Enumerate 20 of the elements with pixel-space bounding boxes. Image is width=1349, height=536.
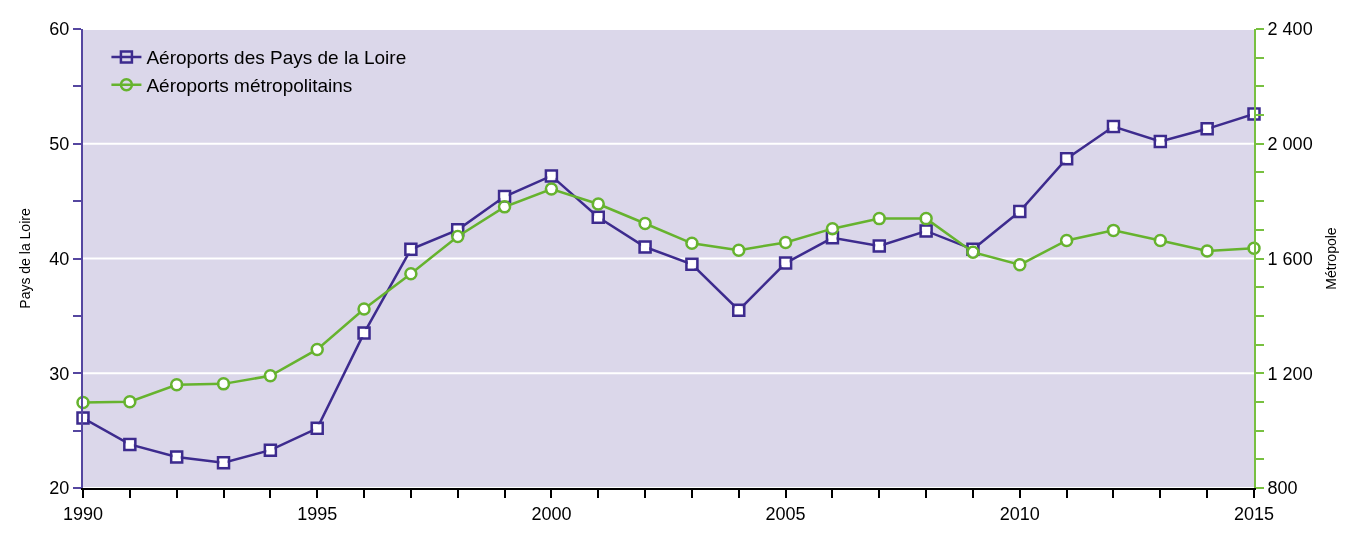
y2-axis-title: Métropole xyxy=(1323,227,1340,290)
y2-tick-label: 1 200 xyxy=(1267,363,1313,384)
y2-tick-label: 800 xyxy=(1267,478,1298,499)
y2-tick-label: 2 000 xyxy=(1267,134,1313,155)
x-tick-label: 2015 xyxy=(1233,503,1275,524)
y-tick-label: 40 xyxy=(49,248,70,269)
y2-tick-label: 2 400 xyxy=(1267,19,1313,40)
x-tick-label: 2005 xyxy=(765,503,806,524)
x-tick-label: 1990 xyxy=(62,503,104,524)
x-tick-label: 2010 xyxy=(999,503,1040,524)
legend-label: Aéroports métropolitains xyxy=(146,75,353,97)
y-tick-label: 50 xyxy=(49,134,70,155)
x-tick-label: 2000 xyxy=(531,503,572,524)
y-tick-label: 30 xyxy=(49,363,70,384)
y-tick-label: 60 xyxy=(49,19,70,40)
legend-label: Aéroports des Pays de la Loire xyxy=(146,47,407,69)
y2-tick-label: 1 600 xyxy=(1267,248,1313,269)
x-tick-label: 1995 xyxy=(297,503,338,524)
y-tick-label: 20 xyxy=(49,478,70,499)
y-axis-title: Pays de la Loire xyxy=(17,208,34,309)
